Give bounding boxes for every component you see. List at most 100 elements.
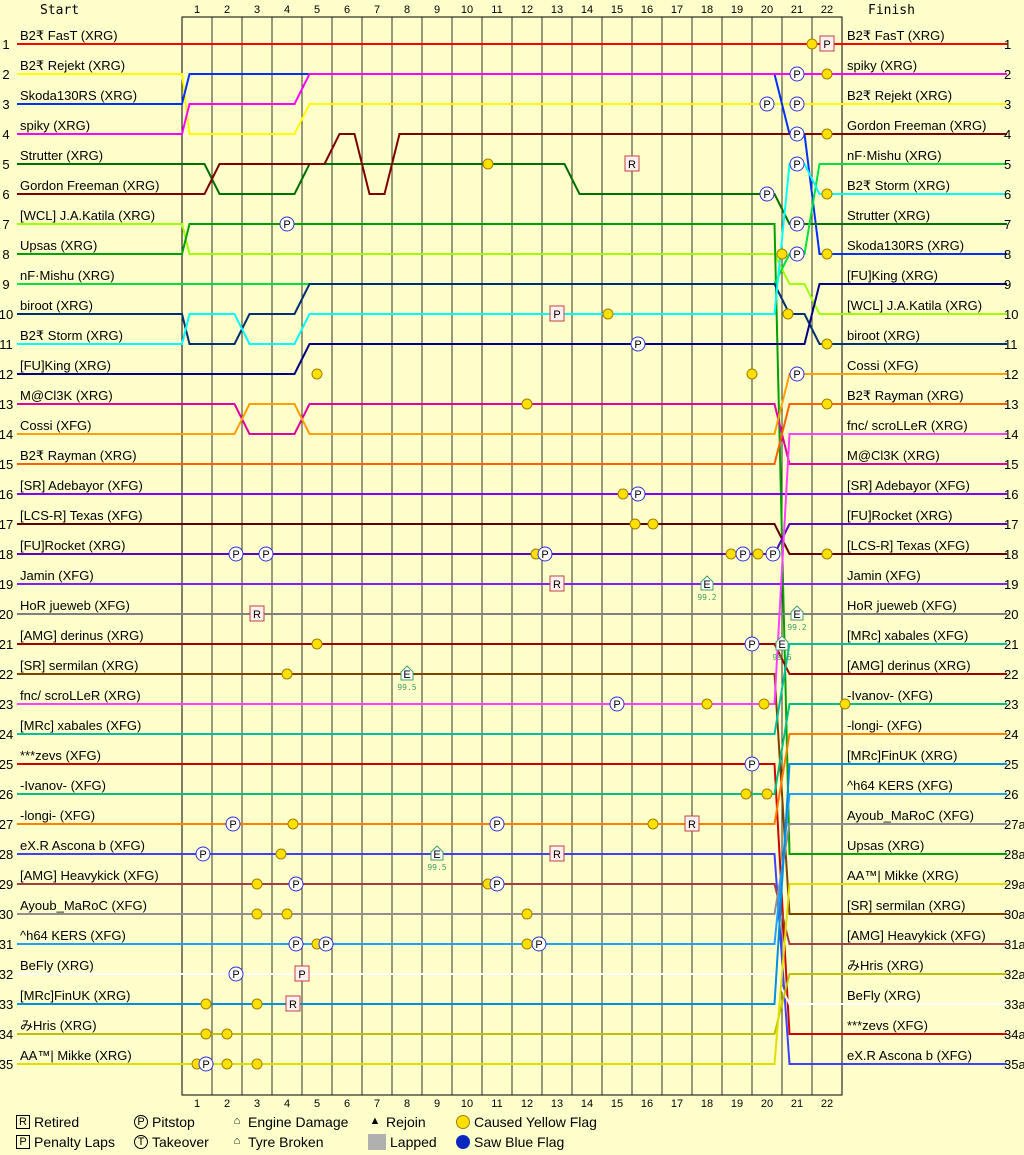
tyre-broken-icon: ⌂ (233, 1135, 241, 1147)
pitstop-marker (195, 846, 211, 862)
lap-tick-label: 4 (284, 4, 290, 16)
pitstop-marker-label: P (763, 189, 770, 201)
position-tick-label: 19 (0, 577, 13, 592)
retired-marker (249, 605, 265, 622)
legend-label: Penalty Laps (34, 1134, 115, 1150)
yellow-flag-marker (281, 908, 293, 920)
start-driver-label: [AMG] derinus (XRG) (20, 628, 144, 643)
start-driver-label: Skoda130RS (XRG) (20, 88, 137, 103)
position-tick-label: 18 (1004, 547, 1018, 562)
yellow-flag-marker (761, 788, 773, 800)
finish-driver-label: みHris (XRG) (847, 958, 924, 973)
finish-driver-label: Strutter (XRG) (847, 208, 930, 223)
lap-tick-label: 6 (344, 1098, 350, 1110)
pitstop-marker-label: P (739, 549, 746, 561)
lap-tick-label: 18 (701, 1098, 713, 1110)
position-tick-label: 4 (2, 127, 9, 142)
pitstop-marker-label: P (535, 939, 542, 951)
position-tick-label: 24 (0, 727, 13, 742)
lap-tick-label: 22 (821, 4, 833, 16)
legend-label: Tyre Broken (248, 1134, 324, 1150)
finish-driver-label: Gordon Freeman (XRG) (847, 118, 986, 133)
yellow-flag-marker (275, 848, 287, 860)
position-tick-label: 29a (1004, 877, 1024, 892)
yellow-flag-marker (311, 638, 323, 650)
finish-driver-label: fnc/ scroLLeR (XRG) (847, 418, 968, 433)
yellow-flag-marker (725, 548, 737, 560)
finish-driver-label: [LCS-R] Texas (XFG) (847, 538, 970, 553)
series-line (17, 133, 1007, 195)
finish-driver-label: HoR jueweb (XFG) (847, 598, 957, 613)
yellow-flag-marker (839, 698, 851, 710)
pitstop-marker (759, 96, 775, 112)
lap-tick-label: 15 (611, 4, 623, 16)
pitstop-marker-label: P (793, 129, 800, 141)
pitstop-marker-label: P (793, 159, 800, 171)
pitstop-marker-label: P (763, 99, 770, 111)
yellow-flag-marker (629, 518, 641, 530)
position-tick-label: 4 (1004, 127, 1011, 142)
retired-marker-label: R (688, 819, 696, 831)
series-line (17, 403, 1007, 465)
yellow-flag-marker (821, 338, 833, 350)
series-line (17, 973, 1007, 1005)
start-driver-label: -longi- (XFG) (20, 808, 95, 823)
retired-marker-label: R (553, 849, 561, 861)
start-driver-label: みHris (XRG) (20, 1018, 97, 1033)
yellow-flag-marker (200, 998, 212, 1010)
pitstop-marker-label: P (262, 549, 269, 561)
pitstop-marker-label: P (493, 879, 500, 891)
finish-driver-label: BeFly (XRG) (847, 988, 921, 1003)
finish-driver-label: ^h64 KERS (XFG) (847, 778, 953, 793)
pitstop-marker (258, 546, 274, 562)
position-tick-label: 24 (1004, 727, 1018, 742)
pitstop-marker-label: P (493, 819, 500, 831)
yellow-flag-marker (251, 1058, 263, 1070)
pitstop-marker (228, 966, 244, 982)
pitstop-marker (630, 336, 646, 352)
pitstop-marker-label: P (232, 549, 239, 561)
position-tick-label: 20 (0, 607, 13, 622)
position-tick-label: 1 (2, 37, 9, 52)
lap-tick-label: 9 (434, 1098, 440, 1110)
pitstop-marker-label: P (634, 339, 641, 351)
position-tick-label: 30 (0, 907, 13, 922)
position-tick-label: 30a (1004, 907, 1024, 922)
finish-driver-label: [AMG] derinus (XRG) (847, 658, 971, 673)
pitstop-marker-label: P (793, 99, 800, 111)
pitstop-marker-label: P (634, 489, 641, 501)
series-line (17, 763, 1007, 1005)
pitstop-marker (789, 96, 805, 112)
position-tick-label: 10 (0, 307, 13, 322)
position-tick-label: 23 (1004, 697, 1018, 712)
pitstop-marker-label: P (748, 639, 755, 651)
start-driver-label: Upsas (XRG) (20, 238, 97, 253)
legend-label: Lapped (390, 1134, 437, 1150)
lap-tick-label: 16 (641, 1098, 653, 1110)
legend-item-takeover: T Takeover (134, 1134, 209, 1150)
lap-tick-label: 22 (821, 1098, 833, 1110)
pitstop-marker (789, 366, 805, 382)
yellow-flag-marker (251, 908, 263, 920)
legend-item-yellow: Caused Yellow Flag (456, 1114, 597, 1130)
yellow-flag-icon (456, 1115, 470, 1129)
legend-item-pitstop: P Pitstop (134, 1114, 195, 1130)
start-driver-label: ***zevs (XFG) (20, 748, 101, 763)
series-line (17, 433, 1007, 705)
position-tick-label: 22 (0, 667, 13, 682)
pitstop-icon: P (134, 1115, 148, 1129)
yellow-flag-marker (782, 308, 794, 320)
pitstop-marker (489, 876, 505, 892)
engine-damage-value: 99.2 (697, 593, 716, 602)
retired-marker-label: R (289, 999, 297, 1011)
engine-damage-icon: ⌂ (233, 1115, 241, 1127)
yellow-flag-marker (221, 1028, 233, 1040)
series-line (17, 973, 1007, 1035)
position-tick-label: 15 (0, 457, 13, 472)
lap-tick-label: 10 (461, 1098, 473, 1110)
lap-tick-label: 12 (521, 1098, 533, 1110)
yellow-flag-marker (602, 308, 614, 320)
start-driver-label: Ayoub_MaRoC (XFG) (20, 898, 147, 913)
engine-damage-marker (400, 665, 414, 681)
